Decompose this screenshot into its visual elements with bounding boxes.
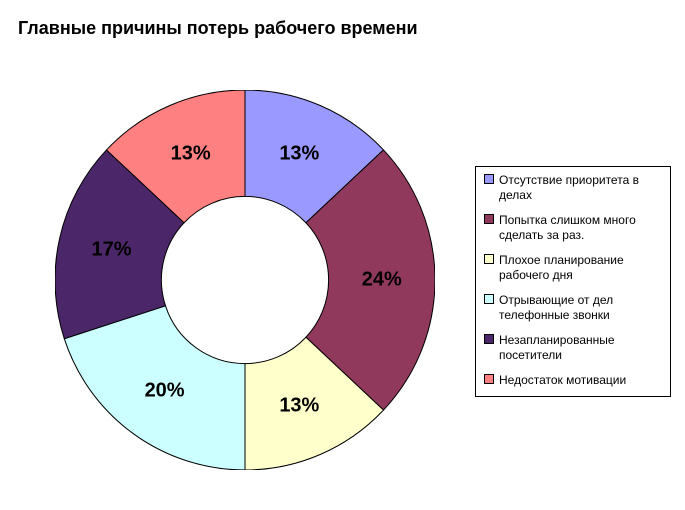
legend-item: Незапланированные посетители <box>484 333 662 363</box>
legend-label: Попытка слишком много сделать за раз. <box>499 213 662 243</box>
slice-label: 17% <box>91 239 131 262</box>
legend-label: Недостаток мотивации <box>499 373 626 388</box>
legend-item: Плохое планирование рабочего дня <box>484 253 662 283</box>
legend-item: Недостаток мотивации <box>484 373 662 388</box>
legend-item: Попытка слишком много сделать за раз. <box>484 213 662 243</box>
slice-label: 13% <box>279 143 319 166</box>
legend-swatch <box>484 214 494 224</box>
legend-label: Незапланированные посетители <box>499 333 662 363</box>
legend-item: Отсутствие приоритета в делах <box>484 173 662 203</box>
legend-label: Отрывающие от дел телефонные звонки <box>499 293 662 323</box>
donut-chart: 13% 24% 13% 20% 17% 13% <box>55 90 435 470</box>
legend-label: Отсутствие приоритета в делах <box>499 173 662 203</box>
slice-label: 24% <box>362 269 402 292</box>
slice-label: 13% <box>279 394 319 417</box>
legend-label: Плохое планирование рабочего дня <box>499 253 662 283</box>
slice-label: 13% <box>171 143 211 166</box>
legend: Отсутствие приоритета в делах Попытка сли… <box>475 166 671 397</box>
legend-swatch <box>484 334 494 344</box>
legend-swatch <box>484 174 494 184</box>
legend-swatch <box>484 374 494 384</box>
chart-title: Главные причины потерь рабочего времени <box>18 18 418 39</box>
slice-label: 20% <box>145 379 185 402</box>
legend-swatch <box>484 254 494 264</box>
legend-swatch <box>484 294 494 304</box>
legend-item: Отрывающие от дел телефонные звонки <box>484 293 662 323</box>
